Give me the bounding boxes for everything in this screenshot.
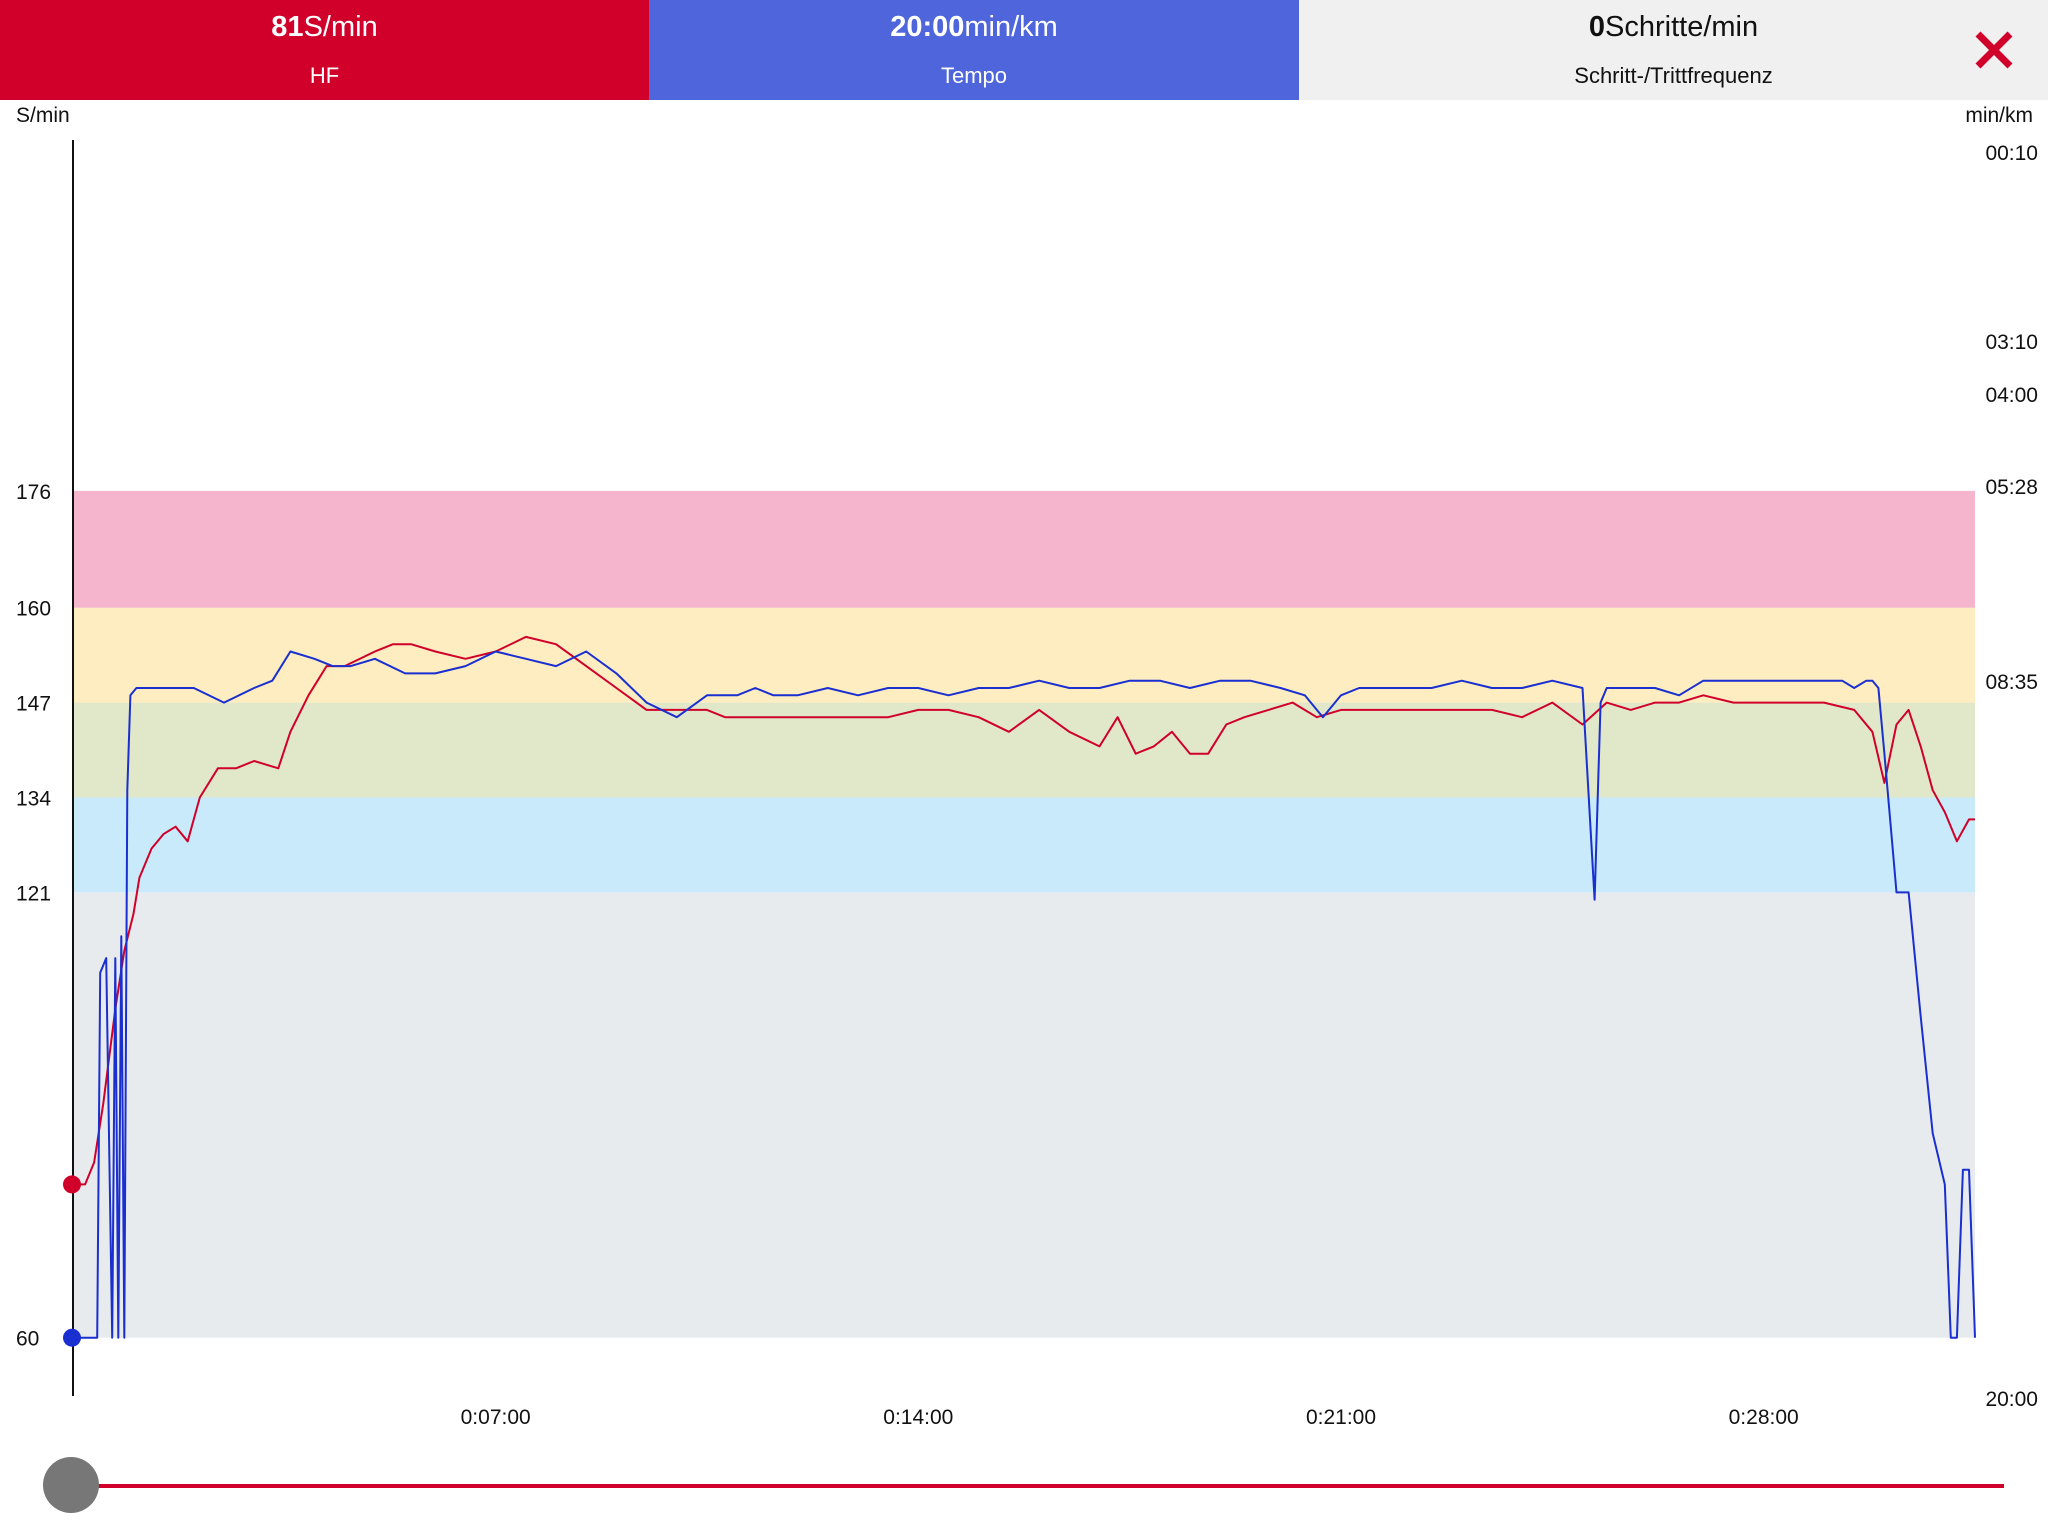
hf-metric-tab[interactable]: 81S/min HF bbox=[0, 0, 649, 100]
cadence-value: 0Schritte/min bbox=[1588, 11, 1759, 43]
hf-value: 81S/min bbox=[271, 11, 378, 43]
left-tick-label: 160 bbox=[16, 598, 51, 621]
scrubber-track[interactable] bbox=[98, 1484, 2004, 1488]
hr-pace-chart: 60 121 134 147 160 176 00:10 03:10 04:00 05:28 08:… bbox=[16, 140, 2038, 1429]
left-tick-label: 60 bbox=[16, 1328, 39, 1351]
x-tick-label: 0:21:00 bbox=[1306, 1406, 1376, 1429]
hr-series-line bbox=[73, 635, 1975, 1186]
close-icon[interactable] bbox=[1970, 26, 2018, 74]
hr-zone-band-2 bbox=[73, 797, 1975, 893]
left-tick-label: 134 bbox=[16, 788, 51, 811]
tempo-metric-tab[interactable]: 20:00min/km Tempo bbox=[649, 0, 1299, 100]
hr-zone-band-3 bbox=[73, 702, 1975, 798]
x-tick-label: 0:07:00 bbox=[461, 1406, 531, 1429]
tempo-value: 20:00min/km bbox=[890, 11, 1058, 43]
left-tick-label: 176 bbox=[16, 481, 51, 504]
hr-zone-band-5 bbox=[73, 490, 1975, 608]
x-tick-label: 0:28:00 bbox=[1729, 1406, 1799, 1429]
right-tick-label: 03:10 bbox=[1985, 331, 2038, 354]
hf-label: HF bbox=[309, 63, 340, 88]
cadence-metric-tab[interactable]: 0Schritte/min Schritt-/Trittfrequenz bbox=[1299, 0, 2048, 100]
x-tick-label: 0:14:00 bbox=[883, 1406, 953, 1429]
right-tick-label: 04:00 bbox=[1985, 384, 2038, 407]
right-tick-label: 20:00 bbox=[1985, 1388, 2038, 1411]
scrubber-thumb[interactable] bbox=[43, 1457, 99, 1513]
metric-header: 81S/min HF 20:00min/km Tempo 0Schritte/m… bbox=[0, 0, 2048, 100]
right-tick-label: 08:35 bbox=[1985, 671, 2038, 694]
cadence-label: Schritt-/Trittfrequenz bbox=[1574, 63, 1773, 88]
time-scrubber[interactable] bbox=[0, 1440, 2048, 1536]
hr-start-marker bbox=[63, 1175, 81, 1194]
pace-series-line bbox=[73, 650, 1976, 1339]
right-tick-label: 05:28 bbox=[1985, 476, 2038, 499]
right-tick-label: 00:10 bbox=[1985, 142, 2038, 165]
left-tick-label: 121 bbox=[16, 882, 51, 905]
tempo-label: Tempo bbox=[940, 63, 1008, 88]
hr-zone-band-1 bbox=[73, 892, 1975, 1338]
left-tick-label: 147 bbox=[16, 693, 51, 716]
pace-start-marker bbox=[63, 1328, 81, 1347]
hr-zone-band-4 bbox=[73, 607, 1975, 703]
left-axis-unit: S/min bbox=[16, 104, 70, 127]
right-axis-unit: min/km bbox=[1965, 104, 2033, 127]
